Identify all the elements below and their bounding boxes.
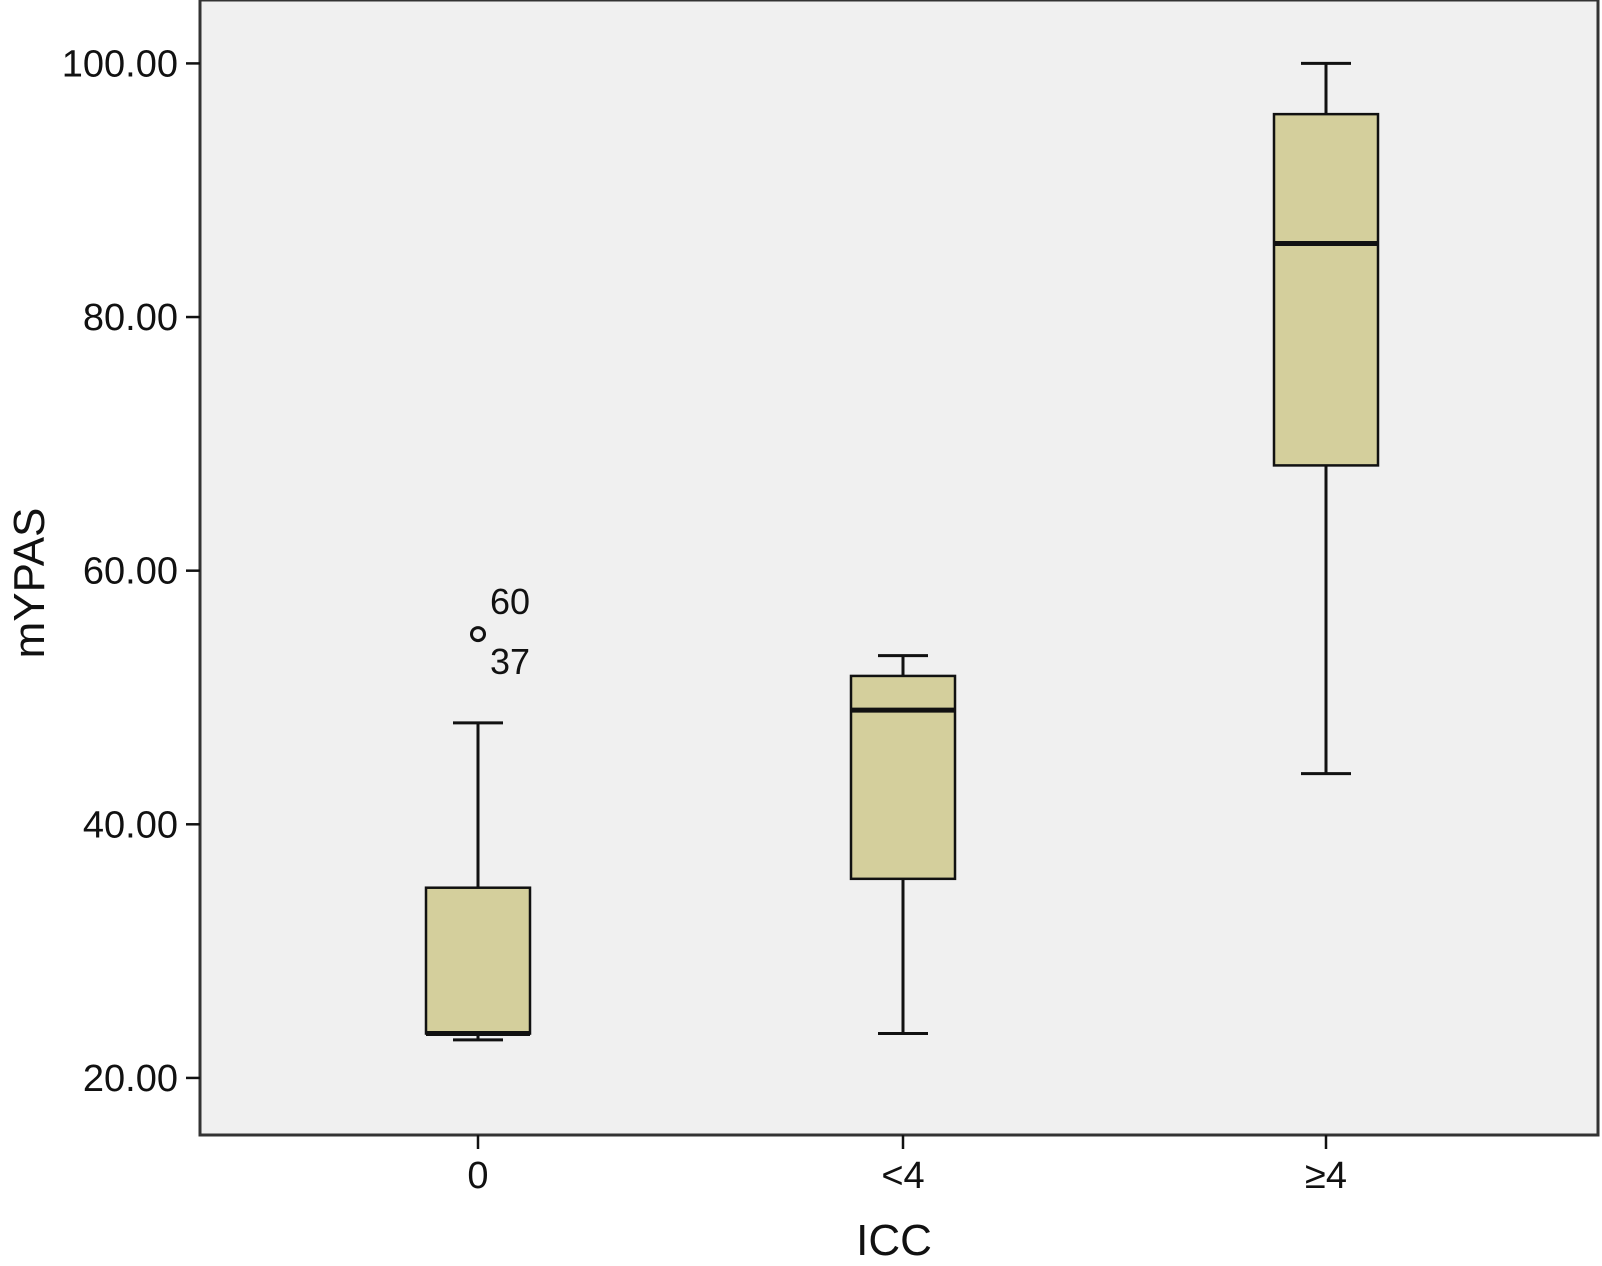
y-tick-label: 60.00 (83, 551, 178, 593)
x-axis-title: ICC (856, 1216, 932, 1265)
box-rect (849, 674, 957, 881)
outlier-point (470, 626, 486, 643)
x-tick-label: ≥4 (1305, 1155, 1347, 1197)
boxes-group (424, 61, 1380, 1042)
plot-area (198, 0, 1600, 1137)
y-axis-title: mYPAS (5, 508, 54, 659)
box-2 (1272, 61, 1380, 776)
y-tick-label: 40.00 (83, 804, 178, 846)
box-rect (1272, 112, 1380, 467)
x-tick-label: <4 (881, 1155, 924, 1197)
outlier-label: 60 (490, 581, 530, 622)
y-tick-label: 80.00 (83, 297, 178, 339)
x-tick-label: 0 (467, 1155, 488, 1197)
x-axis: 0 <4 ≥4 (467, 1135, 1347, 1197)
y-tick-label: 20.00 (83, 1058, 178, 1100)
y-tick-label: 100.00 (62, 43, 178, 85)
box-0 (424, 721, 532, 1042)
outlier-label: 37 (490, 641, 530, 682)
y-axis: 20.00 40.00 60.00 80.00 100.00 (62, 43, 200, 1100)
box-rect (424, 886, 532, 1035)
box-1 (849, 654, 957, 1036)
